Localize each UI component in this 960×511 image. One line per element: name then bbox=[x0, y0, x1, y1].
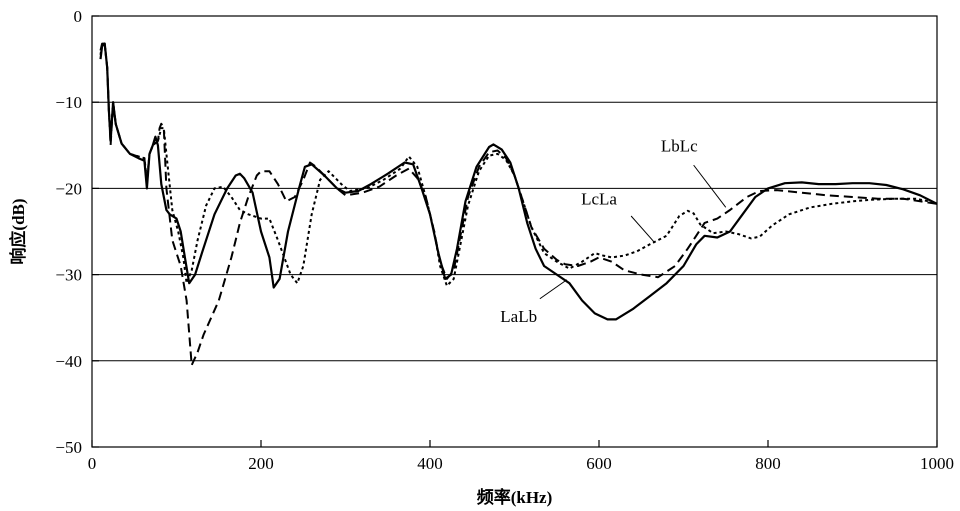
y-tick-label: −20 bbox=[55, 179, 82, 198]
annotation-leader bbox=[693, 164, 727, 208]
series-line-lcla bbox=[99, 42, 938, 287]
annotation-leader bbox=[630, 215, 655, 243]
series-label-lalb: LaLb bbox=[500, 307, 537, 326]
annotation-leader bbox=[539, 279, 568, 300]
horizontal-gridlines bbox=[92, 101, 937, 362]
y-axis-title: 响应(dB) bbox=[8, 198, 28, 264]
series-lines bbox=[99, 42, 938, 367]
series-label-lcla: LcLa bbox=[581, 190, 617, 209]
x-tick-label: 400 bbox=[417, 454, 443, 473]
y-tick-label: −30 bbox=[55, 266, 82, 285]
x-axis-title: 频率(kHz) bbox=[477, 487, 553, 507]
y-tick-label: −50 bbox=[55, 438, 82, 457]
y-tick-label: −40 bbox=[55, 352, 82, 371]
x-tick-label: 800 bbox=[755, 454, 781, 473]
y-tick-label: −10 bbox=[55, 93, 82, 112]
axis-ticks: 0 200 400 600 800 1000 0 −10 −20 −30 −40 −50 bbox=[55, 7, 954, 473]
x-tick-label: 0 bbox=[88, 454, 97, 473]
y-tick-label: 0 bbox=[74, 7, 83, 26]
plot-area-frame bbox=[91, 15, 938, 448]
x-tick-label: 1000 bbox=[920, 454, 954, 473]
x-tick-label: 600 bbox=[586, 454, 612, 473]
series-label-lblc: LbLc bbox=[661, 136, 698, 155]
series-line-lalb bbox=[99, 42, 938, 321]
x-tick-label: 200 bbox=[248, 454, 274, 473]
series-annotations: LbLc LcLa LaLb bbox=[500, 136, 727, 326]
